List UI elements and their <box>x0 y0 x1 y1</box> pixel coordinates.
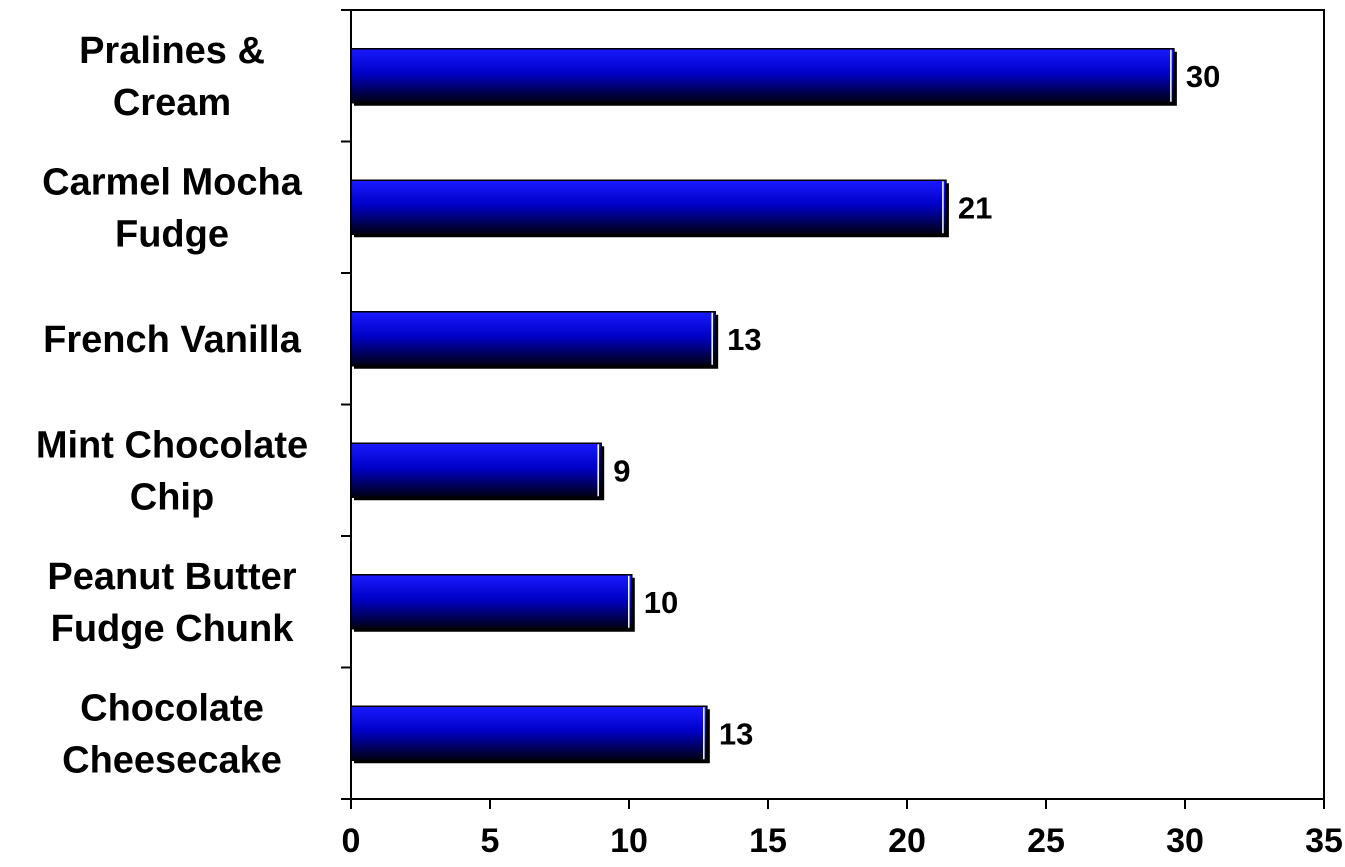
x-tick-label: 0 <box>342 822 361 860</box>
category-label: Chocolate <box>80 687 264 729</box>
category-label: Cream <box>113 82 231 124</box>
category-label: Fudge <box>115 213 229 255</box>
x-tick-label: 25 <box>1027 822 1065 860</box>
category-label: Peanut Butter <box>47 556 296 598</box>
x-tick-label: 20 <box>888 822 926 860</box>
data-label: 9 <box>613 453 630 488</box>
category-label: Chip <box>130 476 214 518</box>
bar <box>350 179 947 235</box>
x-axis: 0 5 10 15 20 25 30 35 <box>342 799 1343 860</box>
data-label: 21 <box>958 190 992 225</box>
bar <box>350 311 716 367</box>
bar <box>350 574 633 630</box>
category-label: Cheesecake <box>62 739 282 781</box>
y-axis: Pralines & Cream Carmel Mocha Fudge French V… <box>36 9 351 800</box>
x-tick-label: 10 <box>610 822 648 860</box>
category-label: Mint Chocolate <box>36 424 308 466</box>
data-label: 10 <box>644 585 678 620</box>
data-label: 13 <box>719 716 753 751</box>
category-label: Fudge Chunk <box>51 608 295 650</box>
category-label: French Vanilla <box>43 319 302 361</box>
x-tick-label: 15 <box>749 822 787 860</box>
bar <box>350 48 1175 104</box>
bar <box>350 705 708 761</box>
category-label: Carmel Mocha <box>42 161 303 203</box>
x-tick-label: 5 <box>481 822 500 860</box>
data-label: 13 <box>727 322 761 357</box>
x-tick-label: 30 <box>1166 822 1204 860</box>
category-label: Pralines & <box>79 30 265 72</box>
data-label: 30 <box>1186 59 1220 94</box>
bars-group: 30 21 13 9 10 13 <box>350 48 1220 764</box>
x-tick-label: 35 <box>1305 822 1343 860</box>
plot-frame <box>350 9 1325 800</box>
bar <box>350 442 602 498</box>
